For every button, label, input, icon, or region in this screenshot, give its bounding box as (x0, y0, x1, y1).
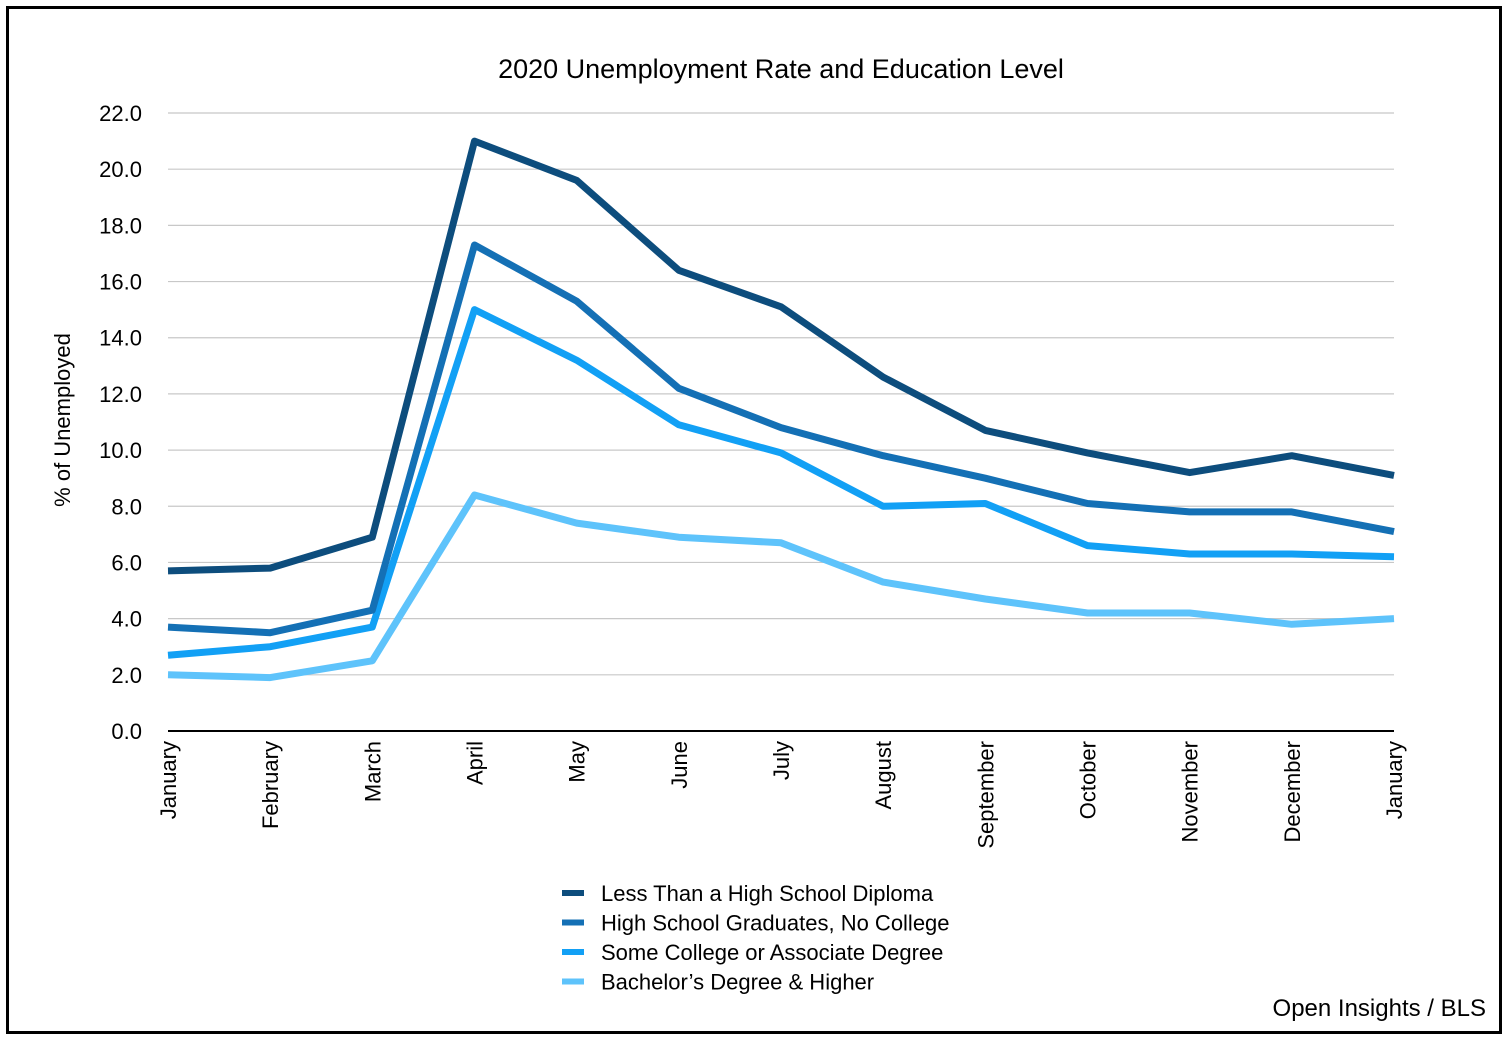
legend-label: Less Than a High School Diploma (601, 881, 934, 906)
y-tick-label: 8.0 (111, 494, 142, 519)
y-tick-label: 20.0 (99, 157, 142, 182)
x-tick-label: November (1178, 741, 1203, 842)
x-tick-label: December (1280, 741, 1305, 842)
x-tick-label: May (565, 741, 590, 783)
y-axis-ticks: 0.0 2.0 4.0 6.0 8.0 10.0 12.0 14.0 16.0 18.0 20.0 2… (99, 101, 142, 744)
source-credit: Open Insights / BLS (1273, 995, 1486, 1022)
x-tick-label: January (1382, 741, 1407, 819)
y-tick-label: 22.0 (99, 101, 142, 126)
y-tick-label: 14.0 (99, 326, 142, 351)
x-tick-label: August (871, 741, 896, 810)
chart-title: 2020 Unemployment Rate and Education Lev… (498, 54, 1064, 84)
gridlines (168, 112, 1394, 732)
y-tick-label: 16.0 (99, 270, 142, 295)
y-axis-label: % of Unemployed (50, 333, 75, 507)
legend: Less Than a High School Diploma High Scho… (562, 881, 950, 995)
y-tick-label: 4.0 (111, 607, 142, 632)
x-tick-label: September (973, 741, 998, 849)
y-tick-label: 6.0 (111, 550, 142, 575)
series-lines (167, 137, 1395, 682)
x-tick-label: April (463, 741, 488, 785)
x-tick-label: October (1076, 741, 1101, 819)
legend-label: Bachelor’s Degree & Higher (601, 970, 874, 995)
x-tick-label: January (156, 741, 181, 819)
x-axis-ticks: January February March April May June July Augu… (156, 741, 1407, 849)
x-tick-label: February (258, 741, 283, 829)
series-line (167, 306, 1395, 659)
y-tick-label: 12.0 (99, 382, 142, 407)
legend-label: Some College or Associate Degree (601, 940, 943, 965)
chart-frame (6, 6, 1502, 1034)
series-line (167, 137, 1395, 575)
y-tick-label: 0.0 (111, 719, 142, 744)
series-line (167, 241, 1395, 637)
x-tick-label: June (667, 741, 692, 789)
y-tick-label: 10.0 (99, 438, 142, 463)
y-tick-label: 18.0 (99, 213, 142, 238)
legend-label: High School Graduates, No College (601, 911, 950, 936)
series-line (167, 491, 1395, 682)
x-tick-label: July (769, 741, 794, 780)
x-tick-label: March (360, 741, 385, 802)
y-tick-label: 2.0 (111, 663, 142, 688)
